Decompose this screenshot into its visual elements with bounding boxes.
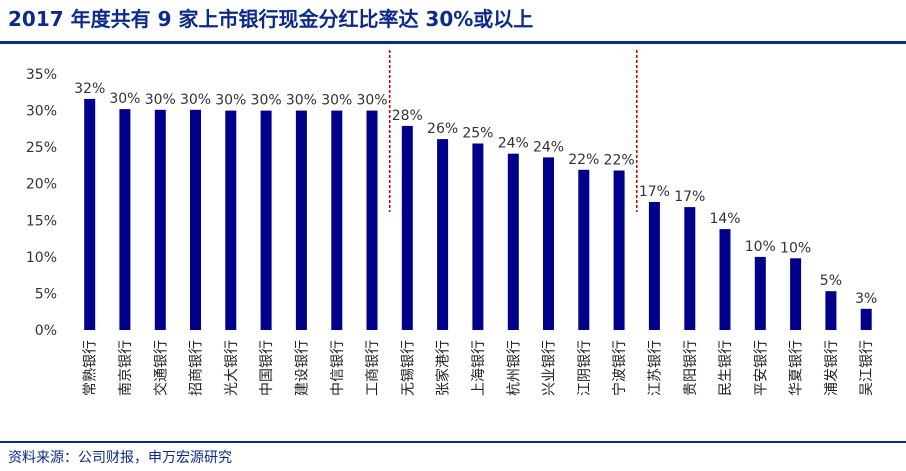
x-tick-label: 常熟银行: [83, 340, 99, 396]
y-tick-label: 20%: [26, 177, 57, 193]
bar: [401, 125, 413, 331]
data-label: 25%: [462, 126, 493, 142]
data-label: 30%: [251, 93, 282, 109]
data-label: 3%: [855, 291, 877, 307]
x-tick-label: 光大银行: [224, 340, 240, 396]
bar: [331, 110, 343, 330]
x-tick-label: 南京银行: [118, 340, 134, 396]
x-tick-label: 民生银行: [718, 340, 734, 396]
bar-chart: 0%5%10%15%20%25%30%35% 32%30% 30% 30% 30% 30…: [26, 50, 877, 396]
y-tick-label: 35%: [26, 67, 57, 83]
data-label: 10%: [780, 240, 811, 256]
bars: [84, 98, 872, 331]
x-tick-label: 张家港行: [435, 340, 452, 396]
data-label: 17%: [674, 189, 705, 205]
bar: [754, 256, 766, 330]
x-axis-labels: 常熟银行 南京银行 交通银行 招商银行 光大银行 中国银行 建设银行 中信银行 工商银行 无锡银行…: [83, 340, 876, 396]
bar: [507, 153, 519, 330]
bar: [154, 109, 166, 330]
x-tick-label: 建设银行: [294, 340, 310, 396]
y-tick-label: 25%: [26, 140, 57, 156]
data-label: 5%: [820, 273, 842, 289]
data-label: 30%: [215, 93, 246, 109]
data-label: 32%: [74, 81, 105, 97]
y-tick-label: 5%: [35, 286, 57, 302]
x-tick-label: 吴江银行: [859, 340, 875, 396]
x-tick-label: 江苏银行: [647, 340, 663, 396]
group-dividers: [388, 50, 638, 212]
data-label: 30%: [356, 93, 387, 109]
x-tick-label: 杭州银行: [506, 340, 522, 396]
bar: [472, 143, 484, 330]
x-tick-label: 江阴银行: [577, 340, 593, 396]
x-tick-label: 交通银行: [152, 340, 169, 396]
x-tick-label: 上海银行: [471, 340, 487, 396]
source-note: 资料来源：公司财报，申万宏源研究: [8, 450, 232, 466]
footer-divider: [0, 441, 906, 443]
page-title: 2017 年度共有 9 家上市银行现金分红比率达 30%或以上: [8, 7, 534, 31]
x-tick-label: 浦发银行: [824, 340, 840, 396]
x-tick-label: 工商银行: [365, 340, 381, 396]
bar: [119, 109, 131, 330]
data-label: 22%: [604, 153, 635, 169]
data-label: 24%: [498, 136, 529, 152]
x-tick-label: 招商银行: [189, 340, 205, 396]
x-tick-label: 无锡银行: [400, 340, 416, 396]
data-label: 30%: [145, 92, 176, 108]
data-label: 30%: [180, 92, 211, 108]
x-tick-label: 华夏银行: [789, 340, 805, 396]
bar: [790, 258, 802, 330]
bar: [190, 109, 201, 330]
x-tick-label: 贵阳银行: [683, 340, 699, 396]
y-tick-label: 30%: [26, 104, 57, 120]
bar: [543, 157, 554, 330]
data-label: 22%: [568, 152, 599, 168]
data-label: 30%: [321, 93, 352, 109]
data-label: 14%: [709, 211, 740, 227]
bar: [260, 110, 272, 330]
bar: [648, 202, 660, 330]
data-label: 26%: [427, 121, 458, 137]
bar: [719, 229, 731, 330]
data-label: 17%: [639, 184, 670, 200]
data-labels: 32%30% 30% 30% 30% 30% 30% 30% 30%28%26% 25%24% 2…: [74, 81, 877, 307]
bar: [578, 169, 590, 330]
x-tick-label: 宁波银行: [611, 340, 628, 396]
title-divider: [0, 41, 906, 44]
bar: [613, 170, 625, 330]
data-label: 24%: [533, 139, 564, 155]
y-tick-label: 15%: [26, 213, 57, 229]
bar: [684, 207, 696, 330]
data-label: 30%: [286, 93, 317, 109]
y-tick-label: 10%: [26, 250, 57, 266]
bar: [295, 110, 307, 330]
y-axis: 0% 5% 10% 15% 20% 25% 30% 35%: [26, 67, 57, 339]
bar: [860, 308, 872, 330]
x-tick-label: 兴业银行: [542, 340, 558, 396]
x-tick-label: 中信银行: [330, 340, 346, 396]
bar: [366, 110, 378, 330]
x-tick-label: 中国银行: [259, 340, 275, 396]
bar: [825, 291, 837, 330]
bar: [437, 139, 449, 330]
data-label: 10%: [745, 239, 776, 255]
data-label: 28%: [392, 108, 423, 124]
bar: [225, 110, 237, 330]
bar: [84, 98, 96, 331]
x-tick-label: 平安银行: [753, 340, 769, 396]
y-tick-label: 0%: [35, 323, 57, 339]
data-label: 30%: [109, 91, 140, 107]
